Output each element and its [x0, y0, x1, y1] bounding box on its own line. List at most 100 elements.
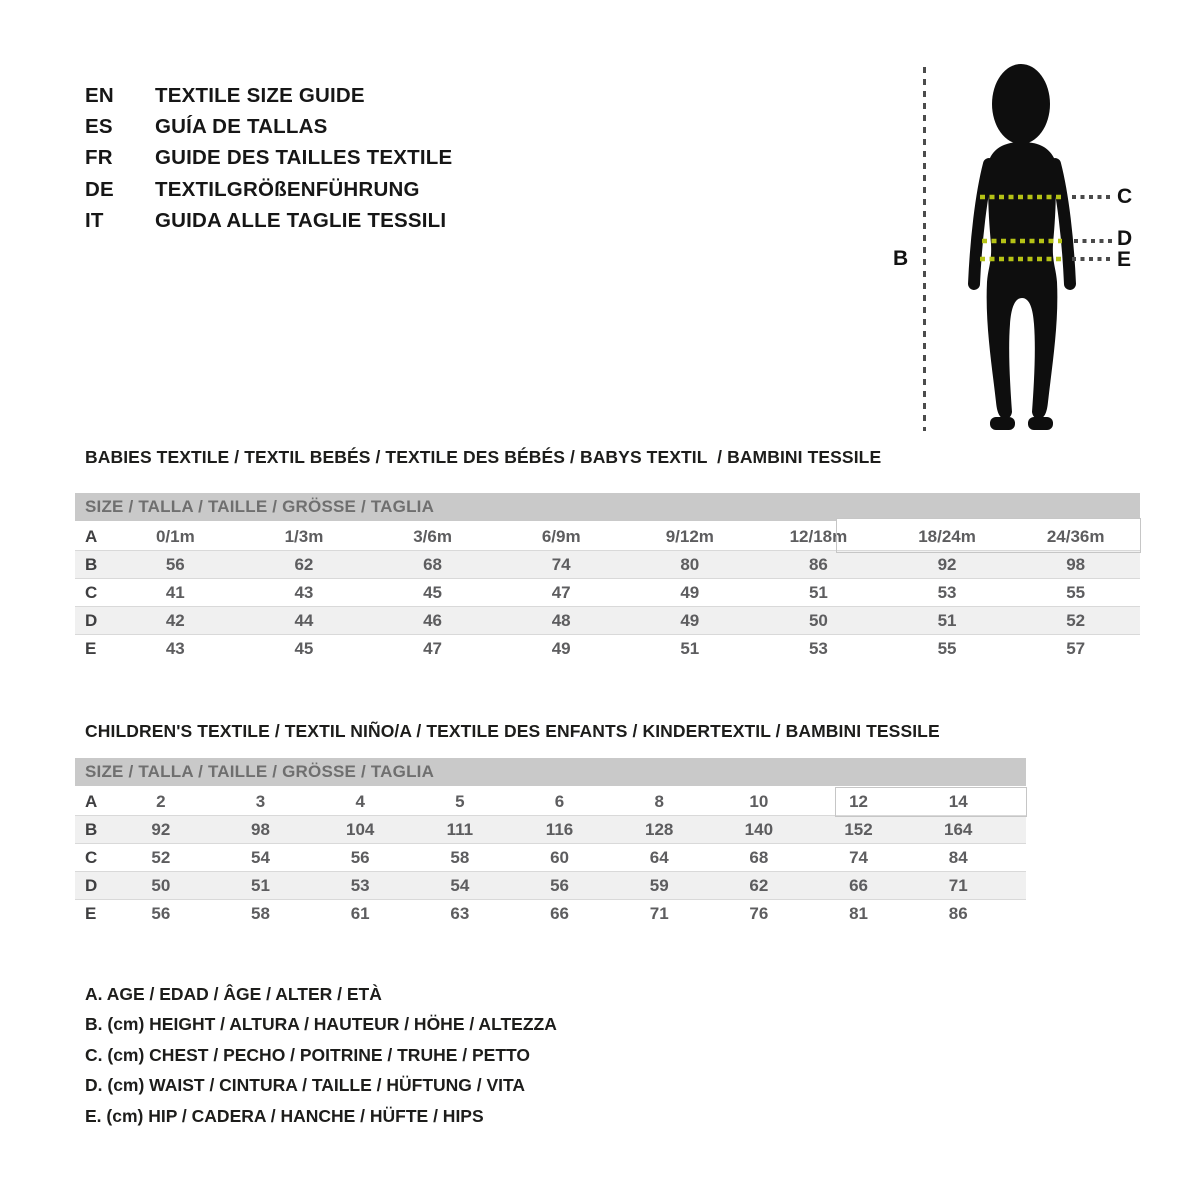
size-value: 56	[151, 903, 171, 923]
size-value: 51	[937, 610, 957, 630]
babies-highlight-patch	[836, 518, 1140, 521]
size-value: 53	[350, 875, 370, 895]
size-value: 86	[948, 903, 968, 923]
size-value: 41	[165, 582, 185, 602]
language-row: IT GUIDA ALLE TAGLIE TESSILI	[85, 206, 452, 237]
size-value: 6	[554, 791, 565, 811]
size-value: 84	[948, 847, 968, 867]
size-value: 104	[345, 819, 375, 839]
child-silhouette-figure	[968, 64, 1114, 430]
size-value: 0/1m	[155, 526, 195, 546]
size-value: 54	[251, 847, 270, 867]
children-size-highlight-box	[835, 787, 1027, 817]
children-size-header-bar: SIZE / TALLA / TAILLE / GRÖSSE / TAGLIA	[75, 758, 1026, 786]
table-row-e: E 56 58 61 63 66 71 76 81 86	[75, 900, 1026, 928]
legend-line: D. (cm) WAIST / CINTURA / TAILLE / HÜFTU…	[85, 1075, 526, 1096]
row-label: B	[85, 554, 98, 574]
size-value: 3	[255, 791, 266, 811]
size-value: 56	[165, 554, 185, 574]
size-value: 50	[808, 610, 828, 630]
size-value: 50	[151, 875, 171, 895]
size-value: 2	[156, 791, 166, 811]
silhouette-left-arm	[968, 158, 995, 290]
row-label: C	[85, 847, 98, 867]
row-label: D	[85, 875, 98, 895]
figure-label-hip: E	[1117, 248, 1132, 271]
babies-size-header-bar: SIZE / TALLA / TAILLE / GRÖSSE / TAGLIA	[75, 493, 1140, 521]
size-value: 5	[455, 791, 465, 811]
table-row-a: A 0/1m 1/3m 3/6m 6/9m 9/12m 12/18m 18/24m 24/36m	[75, 523, 1140, 551]
size-value: 9/12m	[665, 526, 714, 546]
language-title-list: EN TEXTILE SIZE GUIDE ES GUÍA DE TALLAS FR GU…	[85, 80, 452, 237]
table-row-b: B 92 98 104 111 116 128 140 152 164	[75, 816, 1026, 844]
size-value: 12	[849, 791, 868, 811]
size-value: 12/18m	[789, 526, 848, 546]
size-value: 52	[151, 847, 171, 867]
row-label: E	[85, 638, 97, 658]
size-value: 68	[423, 554, 443, 574]
size-value: 42	[165, 610, 185, 630]
size-value: 116	[545, 819, 574, 839]
height-measure-dashed-line	[923, 67, 926, 431]
size-value: 57	[1066, 638, 1086, 658]
babies-size-highlight-box	[836, 518, 1141, 553]
size-value: 53	[937, 582, 957, 602]
size-value: 98	[1066, 554, 1086, 574]
size-value: 4	[355, 791, 365, 811]
guide-title-en: TEXTILE SIZE GUIDE	[155, 83, 365, 107]
size-value: 51	[680, 638, 700, 658]
babies-table-rows: A 0/1m 1/3m 3/6m 6/9m 9/12m 12/18m 18/24m 24/36m…	[75, 523, 1140, 663]
size-value: 64	[649, 847, 669, 867]
size-value: 6/9m	[541, 526, 581, 546]
language-code: FR	[85, 146, 113, 170]
size-value: 80	[680, 554, 700, 574]
table-row-d: D 42 44 46 48 49 50 51 52	[75, 607, 1140, 635]
size-value: 55	[1066, 582, 1086, 602]
size-value: 54	[450, 875, 470, 895]
size-value: 10	[749, 791, 769, 811]
table-row-a: A 2 3 4 5 6 8 10 12 14	[75, 788, 1026, 816]
size-value: 60	[550, 847, 569, 867]
size-value: 1/3m	[284, 526, 324, 546]
size-value: 47	[551, 582, 571, 602]
language-row: ES GUÍA DE TALLAS	[85, 111, 452, 142]
size-value: 48	[551, 610, 571, 630]
guide-title-it: GUIDA ALLE TAGLIE TESSILI	[155, 209, 447, 233]
size-value: 43	[294, 582, 314, 602]
size-value: 51	[251, 875, 270, 895]
language-code: EN	[85, 83, 114, 107]
size-value: 62	[294, 554, 314, 574]
size-value: 47	[423, 638, 443, 658]
legend-line: C. (cm) CHEST / PECHO / POITRINE / TRUHE…	[85, 1044, 531, 1065]
guide-title-de: TEXTILGRÖßENFÜHRUNG	[155, 177, 420, 201]
size-value: 52	[1066, 610, 1086, 630]
language-code: ES	[85, 115, 113, 139]
size-value: 86	[808, 554, 828, 574]
silhouette-head	[992, 64, 1050, 144]
language-row: DE TEXTILGRÖßENFÜHRUNG	[85, 174, 452, 205]
size-value: 49	[551, 638, 571, 658]
size-value: 56	[350, 847, 370, 867]
babies-section-title: BABIES TEXTILE / TEXTIL BEBÉS / TEXTILE …	[85, 447, 882, 467]
size-value: 92	[937, 554, 957, 574]
silhouette-body	[986, 142, 1058, 419]
children-size-table: SIZE / TALLA / TAILLE / GRÖSSE / TAGLIA …	[75, 758, 1027, 928]
table-row-e: E 43 45 47 49 51 53 55 57	[75, 635, 1140, 663]
size-value: 24/36m	[1046, 526, 1105, 546]
children-section-title: CHILDREN'S TEXTILE / TEXTIL NIÑO/A / TEX…	[85, 721, 940, 741]
size-value: 63	[450, 903, 470, 923]
size-value: 66	[849, 875, 868, 895]
size-value: 140	[744, 819, 774, 839]
size-value: 74	[849, 847, 868, 867]
size-value: 3/6m	[413, 526, 452, 546]
size-value: 58	[450, 847, 470, 867]
row-label: D	[85, 610, 98, 630]
size-value: 14	[948, 791, 968, 811]
legend-line: B. (cm) HEIGHT / ALTURA / HAUTEUR / HÖHE…	[85, 1014, 557, 1035]
table-row-c: C 52 54 56 58 60 64 68 74 84	[75, 844, 1026, 872]
size-value: 71	[649, 903, 669, 923]
size-value: 8	[654, 791, 664, 811]
size-value: 98	[251, 819, 270, 839]
row-label: B	[85, 819, 98, 839]
language-code: DE	[85, 177, 114, 201]
